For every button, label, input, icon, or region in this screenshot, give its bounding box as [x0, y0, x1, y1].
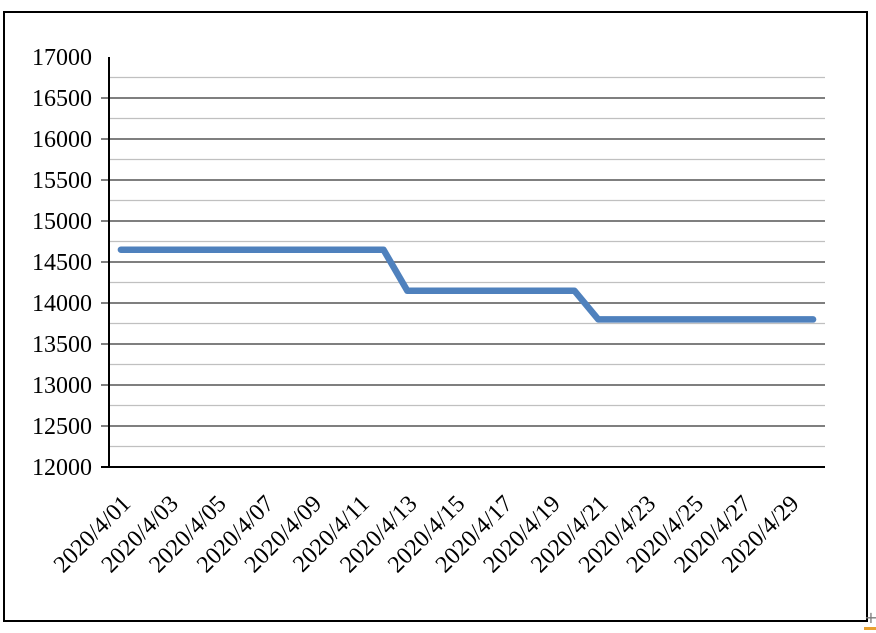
y-axis-label: 13500 — [32, 332, 92, 358]
y-axis-label: 12500 — [32, 414, 92, 440]
price-line — [117, 246, 817, 323]
y-axis-label: 13000 — [32, 373, 92, 399]
y-axis-label: 15000 — [32, 209, 92, 235]
y-axis-label: 14000 — [32, 291, 92, 317]
resize-plus-icon: + — [864, 608, 876, 627]
y-axis-label: 16000 — [32, 127, 92, 153]
y-axis-label: 17000 — [32, 45, 92, 71]
y-axis-label: 16500 — [32, 86, 92, 112]
y-axis-label: 14500 — [32, 250, 92, 276]
corner-accent-mark — [864, 627, 876, 630]
y-axis-label: 15500 — [32, 168, 92, 194]
y-axis-label: 12000 — [32, 455, 92, 481]
